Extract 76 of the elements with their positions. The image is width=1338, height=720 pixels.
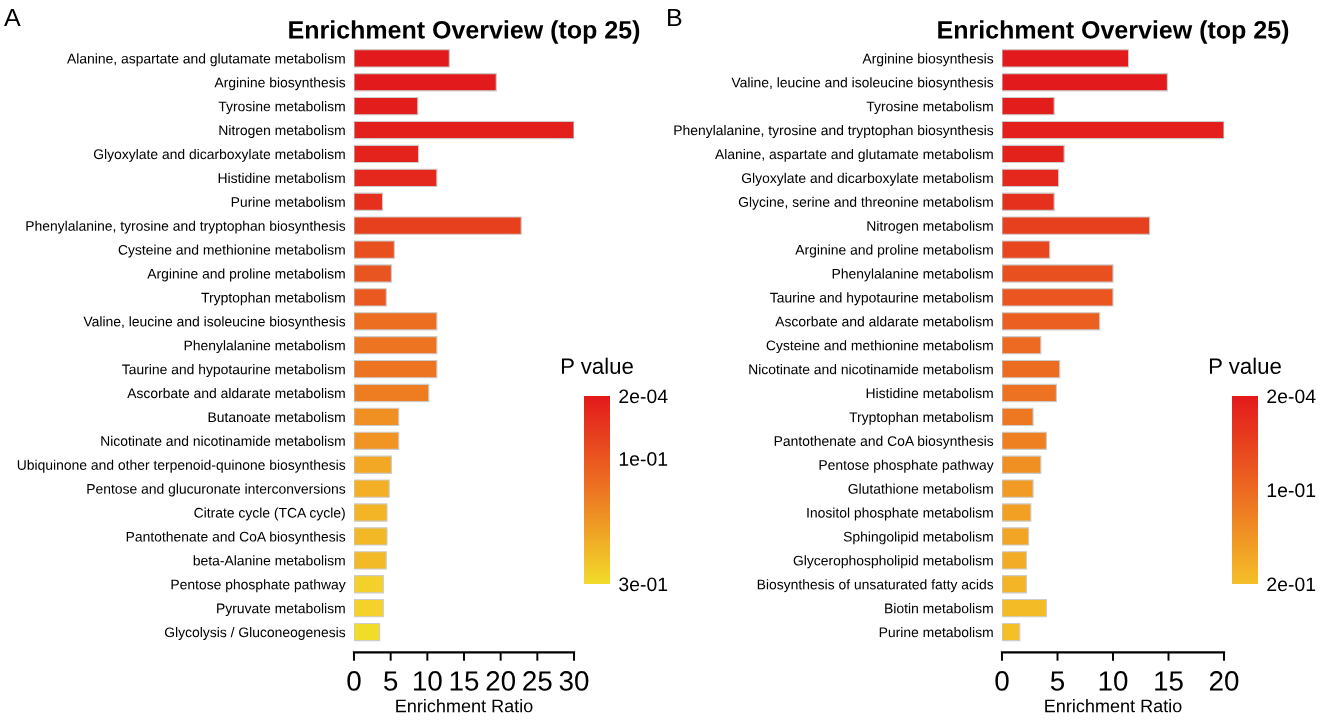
color-bar-title: P value	[561, 357, 633, 374]
color-bar-label: 2e-04	[619, 389, 668, 404]
color-bar-label: 3e-01	[619, 577, 668, 592]
x-tick-label: 20	[486, 671, 516, 691]
color-bar-label: 1e-01	[1267, 483, 1316, 498]
bar	[1002, 359, 1061, 379]
x-tick-label: 15	[1155, 671, 1183, 691]
x-tick-label: 25	[523, 671, 552, 691]
color-bar-label: 2e-04	[1267, 389, 1316, 404]
bar	[354, 551, 387, 570]
bar	[354, 383, 430, 403]
bar	[354, 527, 388, 546]
bar	[354, 144, 420, 164]
bar	[1002, 622, 1021, 642]
bar	[1002, 312, 1101, 331]
x-tick-label: 10	[414, 671, 442, 691]
chart-title: Enrichment Overview (top 25)	[938, 20, 1289, 44]
bar	[354, 120, 574, 140]
bar	[354, 264, 392, 283]
bar	[1002, 49, 1130, 68]
bar	[1002, 120, 1224, 140]
bar	[354, 622, 381, 642]
bar	[354, 575, 384, 594]
bar	[354, 168, 438, 188]
bar	[354, 288, 387, 307]
x-tick-label: 0	[995, 671, 1009, 691]
x-tick-label: 10	[1099, 671, 1128, 691]
bar	[1002, 551, 1027, 570]
x-tick-label: 5	[1050, 671, 1065, 691]
bar	[1002, 192, 1055, 211]
bar	[1002, 144, 1065, 164]
bar	[354, 407, 400, 427]
color-bar-title: P value	[1209, 357, 1281, 374]
bar	[354, 431, 400, 450]
bar	[1002, 383, 1057, 403]
bar	[1002, 527, 1030, 546]
bar	[354, 216, 522, 235]
bar	[1002, 479, 1034, 498]
bar	[354, 503, 388, 522]
bar	[1002, 288, 1114, 307]
bar	[1002, 240, 1051, 259]
bar	[1002, 216, 1151, 235]
bar	[354, 336, 438, 355]
x-tick-label: 15	[450, 671, 479, 691]
color-bar-label: 2e-01	[1267, 577, 1316, 592]
color-bar-label: 1e-01	[619, 452, 668, 466]
x-axis-title: Enrichment Ratio	[1045, 699, 1182, 713]
bar	[1002, 96, 1055, 116]
bar	[354, 312, 438, 331]
bar	[1002, 431, 1047, 450]
bar	[1002, 336, 1042, 355]
bar	[354, 455, 392, 474]
x-axis-title: Enrichment Ratio	[396, 699, 533, 713]
bar	[1002, 455, 1042, 474]
text: A	[4, 8, 21, 27]
bar	[1002, 264, 1114, 283]
x-tick-label: 0	[347, 671, 361, 691]
x-tick-label: 20	[1209, 671, 1239, 691]
bar	[354, 96, 419, 116]
bar	[354, 49, 450, 68]
bar	[354, 359, 438, 379]
bar	[1002, 168, 1060, 188]
x-tick-label: 5	[384, 671, 398, 691]
bar	[1002, 503, 1032, 522]
bar	[1002, 598, 1047, 618]
bar	[354, 479, 390, 498]
bar	[1002, 575, 1027, 594]
bar	[354, 598, 384, 618]
bar	[354, 192, 384, 211]
bar	[354, 73, 497, 92]
bar	[354, 240, 395, 259]
x-tick-label: 30	[559, 671, 589, 691]
text: B	[668, 8, 682, 27]
chart-title: Enrichment Overview (top 25)	[289, 20, 640, 44]
bar	[1002, 407, 1034, 427]
bar	[1002, 73, 1168, 92]
